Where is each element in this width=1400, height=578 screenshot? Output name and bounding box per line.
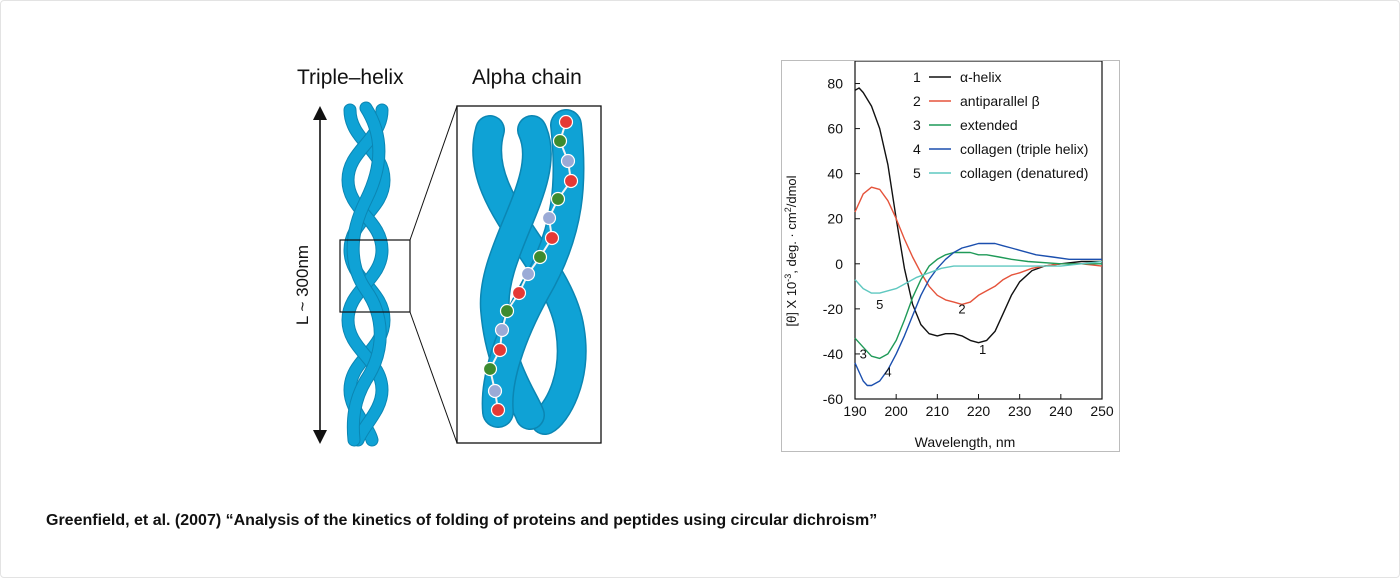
legend-number-4: 4 [913, 141, 921, 157]
residue-backbone [488, 121, 573, 411]
y-axis-label-sup: -3 [783, 274, 793, 282]
x-tick-label: 220 [967, 403, 991, 419]
series-label-4: 4 [884, 364, 891, 379]
triple-helix-title: Triple–helix [297, 66, 404, 89]
series-label-2: 2 [958, 301, 965, 316]
legend-label-5: collagen (denatured) [960, 165, 1088, 181]
x-axis-label: Wavelength, nm [915, 434, 1016, 450]
residue-green [499, 303, 515, 319]
y-axis-label: [θ] X 10-3, deg. · cm2/dmol [783, 175, 799, 326]
series-line-2 [854, 186, 1103, 306]
y-tick-label: 40 [827, 166, 843, 182]
series-line-4 [854, 242, 1102, 387]
y-tick-label: 80 [827, 76, 843, 92]
residue-red [544, 230, 560, 246]
legend-label-3: extended [960, 117, 1018, 133]
x-tick-label: 200 [884, 403, 908, 419]
residue-red [563, 173, 579, 189]
residue-lavender [494, 322, 510, 338]
zoom-connector [409, 105, 458, 241]
residue-green [550, 191, 566, 207]
y-tick-label: 60 [827, 121, 843, 137]
series-line-5 [854, 260, 1103, 294]
zoom-connector [409, 311, 458, 444]
legend-label-1: α-helix [960, 69, 1002, 85]
y-tick-label: 20 [827, 211, 843, 227]
series-label-1: 1 [979, 342, 986, 357]
length-arrow [313, 106, 327, 444]
collagen-illustration [313, 101, 602, 447]
series-label-5: 5 [876, 297, 883, 312]
cd-spectrum-svg: 190 200 210 220 230 240 250-60-40-20020406080 … [783, 61, 1114, 450]
residue-lavender [541, 210, 557, 226]
residue-lavender [520, 266, 536, 282]
y-tick-label: -40 [823, 346, 843, 362]
figure-caption: Greenfield, et al. (2007) “Analysis of t… [46, 512, 878, 529]
triple-helix-strands [341, 101, 391, 447]
residue-green [482, 361, 498, 377]
residue-red [558, 114, 574, 130]
x-tick-label: 210 [926, 403, 950, 419]
series-line-1 [854, 87, 1102, 344]
legend-label-2: antiparallel β [960, 93, 1040, 109]
residue-lavender [560, 153, 576, 169]
y-axis-label-part: [θ] X 10 [784, 282, 799, 327]
y-tick-label: 0 [835, 256, 843, 272]
legend-label-4: collagen (triple helix) [960, 141, 1088, 157]
alpha-chain-title: Alpha chain [472, 66, 582, 89]
y-axis-label-part: , deg. · cm [784, 212, 799, 273]
y-tick-label: -60 [823, 391, 843, 407]
x-tick-label: 190 [843, 403, 867, 419]
legend-number-3: 3 [913, 117, 921, 133]
y-axis-label-part: /dmol [784, 175, 799, 207]
cd-spectrum-chart: 190 200 210 220 230 240 250 -60 -40 -20 0 20 40 60 80 … [781, 60, 1120, 452]
residue-chain [482, 114, 579, 418]
y-axis-label-sup: 2 [783, 207, 793, 212]
x-tick-label: 240 [1049, 403, 1073, 419]
residue-green [532, 249, 548, 265]
zoom-region [339, 239, 411, 313]
residue-green [552, 133, 568, 149]
legend-number-5: 5 [913, 165, 921, 181]
residue-red [490, 402, 506, 418]
legend-number-2: 2 [913, 93, 921, 109]
legend-number-1: 1 [913, 69, 921, 85]
residue-red [492, 342, 508, 358]
y-tick-label: -20 [823, 301, 843, 317]
series-label-3: 3 [860, 346, 867, 361]
x-tick-label: 250 [1090, 403, 1114, 419]
series-line-3 [854, 251, 1102, 360]
x-tick-label: 230 [1008, 403, 1032, 419]
helix-strand [347, 102, 386, 446]
residue-lavender [487, 383, 503, 399]
residue-red [511, 285, 527, 301]
helix-strand [342, 104, 388, 446]
